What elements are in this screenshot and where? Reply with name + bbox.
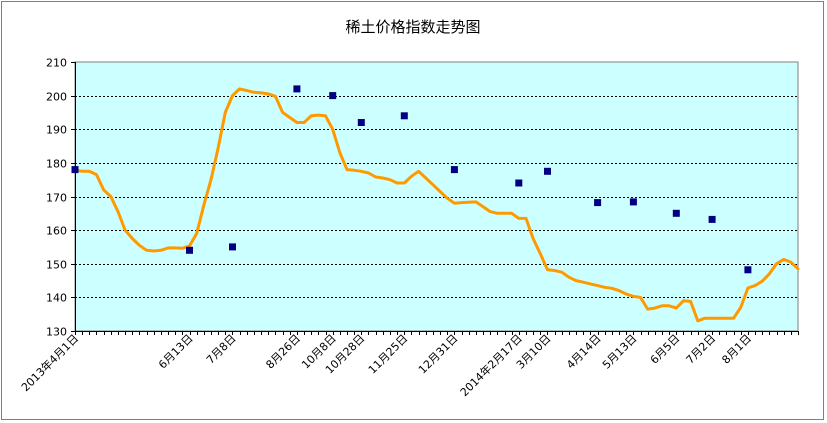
- x-tick-label: 7月8日: [204, 332, 239, 367]
- data-point: [329, 92, 337, 100]
- y-tick-label: 140: [46, 292, 67, 305]
- x-tick-label: 11月25日: [366, 332, 411, 377]
- data-point: [450, 166, 458, 174]
- data-point: [672, 209, 680, 217]
- data-point: [629, 198, 637, 206]
- data-point: [186, 246, 193, 254]
- y-tick-label: 130: [46, 326, 67, 339]
- y-tick-label: 210: [46, 57, 67, 70]
- x-tick-label: 2013年4月1日: [18, 331, 81, 394]
- data-point: [708, 215, 716, 223]
- y-tick-label: 150: [46, 259, 67, 272]
- y-tick-label: 170: [46, 192, 67, 205]
- plot-area: [74, 61, 799, 332]
- data-point: [544, 167, 551, 175]
- data-point: [293, 85, 301, 93]
- y-tick-label: 190: [46, 124, 67, 137]
- data-point: [515, 179, 523, 187]
- y-tick-label: 160: [46, 225, 67, 238]
- y-tick-label: 180: [46, 158, 67, 171]
- data-point: [357, 119, 365, 126]
- x-tick-label: 8月26日: [263, 332, 303, 372]
- x-tick-label: 6月13日: [156, 332, 196, 372]
- x-tick-label: 6月5日: [648, 332, 683, 367]
- data-point: [594, 199, 602, 207]
- y-tick-label: 200: [46, 91, 67, 104]
- x-tick-label: 2014年2月17日: [457, 331, 525, 399]
- x-tick-label: 5月13日: [600, 332, 640, 372]
- x-tick-label: 12月31日: [416, 332, 461, 377]
- x-tick-label: 8月1日: [719, 332, 754, 367]
- series-line: [73, 87, 800, 323]
- data-point: [744, 266, 752, 274]
- data-point: [400, 112, 408, 120]
- x-tick-label: 4月14日: [564, 332, 604, 372]
- data-point: [229, 243, 236, 251]
- data-point: [71, 166, 79, 174]
- chart-title: 稀土价格指数走势图: [345, 18, 480, 36]
- x-tick-label: 7月2日: [684, 332, 719, 367]
